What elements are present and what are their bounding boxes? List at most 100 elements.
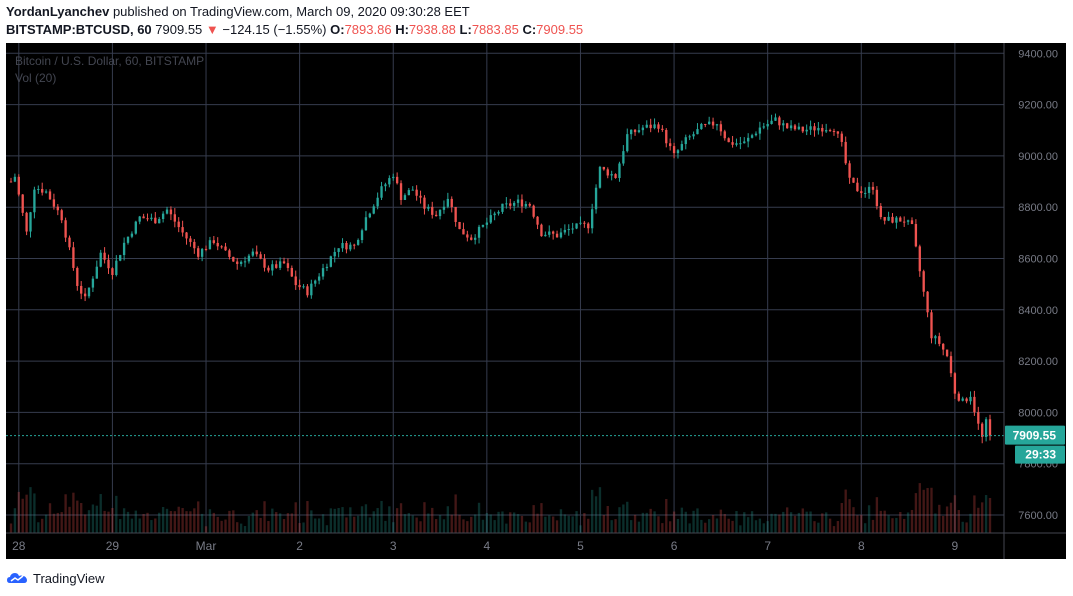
candle-body (747, 137, 750, 142)
price-tick-label: 8800.00 (1018, 202, 1058, 214)
candle-body (271, 264, 274, 271)
volume-bar (321, 514, 325, 533)
candle-body (899, 217, 902, 222)
candle-body (778, 117, 781, 126)
tradingview-logo[interactable]: TradingView (6, 569, 105, 587)
candle-body (146, 218, 149, 220)
candle-body (41, 188, 44, 193)
volume-bar (310, 510, 313, 533)
volume-bar (953, 495, 957, 533)
candle-body (197, 248, 200, 257)
volume-bar (403, 514, 407, 533)
candle-body (848, 163, 851, 178)
candle-body (434, 214, 438, 217)
volume-bar (122, 508, 126, 533)
volume-bar (899, 511, 902, 533)
volume-bar (641, 512, 645, 533)
candle-body (431, 206, 434, 215)
candle-body (134, 221, 137, 234)
candle-body (832, 130, 836, 132)
candle-body (442, 206, 446, 210)
candle-body (852, 177, 855, 183)
candle-body (704, 124, 707, 126)
candle-body (142, 216, 145, 219)
volume-bar (275, 512, 278, 533)
chart-area[interactable]: Bitcoin / U.S. Dollar, 60, BITSTAMP Vol … (6, 43, 1066, 559)
volume-bar (918, 483, 921, 533)
candle-body (126, 236, 130, 243)
down-arrow-icon: ▼ (205, 22, 219, 37)
volume-bar (551, 516, 555, 533)
candle-body (489, 215, 492, 223)
candle-body (700, 124, 703, 130)
volume-bar (949, 502, 953, 533)
candle-body (91, 278, 95, 288)
candlestick-chart[interactable]: Bitcoin / U.S. Dollar, 60, BITSTAMP Vol … (6, 43, 1066, 559)
volume-bar (239, 523, 243, 533)
candle-body (969, 396, 972, 402)
volume-bar (969, 513, 972, 533)
candle-body (458, 221, 461, 230)
volume-bar (629, 520, 633, 533)
volume-bar (981, 502, 984, 533)
published-text: published on TradingView.com, March 09, … (112, 4, 470, 19)
time-axis: 28 29 Mar 2 3 4 5 6 7 8 9 (12, 539, 958, 553)
volume-bar (200, 513, 204, 533)
candle-body (887, 216, 890, 221)
candle-body (419, 195, 422, 198)
volume-bar (72, 492, 75, 533)
volume-bar (883, 510, 886, 533)
candle-body (719, 124, 723, 132)
volume-bar (380, 500, 383, 533)
volume-bar (119, 519, 122, 533)
candle-body (590, 209, 594, 229)
candle-body (48, 191, 52, 200)
candle-body (520, 199, 524, 207)
candle-body (204, 248, 208, 250)
candle-body (345, 242, 348, 250)
candle-body (942, 343, 945, 350)
volume-bar (501, 511, 504, 533)
candle-body (415, 189, 418, 196)
time-tick-label: 2 (296, 539, 303, 553)
candle-body (388, 178, 391, 185)
candle-body (33, 189, 36, 213)
volume-bar (80, 503, 83, 533)
candle-body (540, 224, 543, 237)
price-tick-label: 9000.00 (1018, 151, 1058, 163)
volume-bar (590, 489, 594, 533)
candle-body (103, 252, 106, 260)
volume-bar (454, 494, 457, 533)
volume-bar (512, 512, 516, 533)
candle-body (138, 216, 141, 222)
volume-bar (21, 498, 24, 533)
candle-body (645, 124, 648, 128)
volume-bar (692, 510, 695, 533)
candle-body (532, 205, 535, 217)
volume-bar (236, 522, 239, 533)
candle-body (83, 293, 87, 297)
candle-body (649, 124, 652, 129)
candle-body (626, 134, 629, 152)
candle-body (801, 126, 804, 132)
price-tick-label: 9400.00 (1018, 48, 1058, 60)
candle-body (672, 146, 676, 154)
candle-body (278, 261, 282, 268)
volume-bar (711, 514, 715, 533)
candle-body (130, 233, 134, 237)
candle-body (579, 222, 582, 224)
volume-bar (360, 506, 364, 533)
time-tick-label: 6 (671, 539, 678, 553)
candle-body (981, 423, 984, 437)
candle-body (622, 151, 625, 164)
volume-bar (259, 517, 262, 533)
volume-bar (333, 508, 336, 533)
candle-body (918, 246, 921, 272)
price-tick-label: 7600.00 (1018, 510, 1058, 522)
candle-body (711, 121, 715, 126)
volume-bar (384, 520, 387, 533)
candle-body (602, 166, 606, 170)
volume-bar (856, 515, 859, 533)
volume-bar (41, 518, 44, 533)
volume-bar (392, 522, 395, 533)
